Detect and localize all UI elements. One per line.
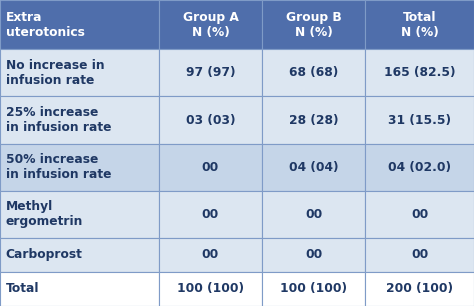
Bar [262, 96, 365, 144]
Bar [159, 144, 262, 191]
Text: 00: 00 [202, 161, 219, 174]
Text: No increase in
infusion rate: No increase in infusion rate [6, 59, 104, 87]
Text: 165 (82.5): 165 (82.5) [384, 66, 456, 80]
Text: 31 (15.5): 31 (15.5) [388, 114, 451, 127]
Bar [0, 0, 159, 49]
Text: 00: 00 [202, 248, 219, 261]
Bar [365, 96, 474, 144]
Bar [365, 0, 474, 49]
Text: 00: 00 [305, 208, 322, 221]
Bar [262, 144, 365, 191]
Bar [365, 238, 474, 272]
Bar [365, 191, 474, 238]
Bar [365, 144, 474, 191]
Bar [262, 49, 365, 96]
Text: 04 (04): 04 (04) [289, 161, 338, 174]
Text: Extra
uterotonics: Extra uterotonics [6, 11, 84, 39]
Text: 200 (100): 200 (100) [386, 282, 453, 296]
Text: 97 (97): 97 (97) [186, 66, 235, 80]
Bar [0, 272, 159, 306]
Text: 04 (02.0): 04 (02.0) [388, 161, 451, 174]
Bar [365, 49, 474, 96]
Bar [262, 272, 365, 306]
Text: 100 (100): 100 (100) [280, 282, 347, 296]
Bar [159, 272, 262, 306]
Text: Total
N (%): Total N (%) [401, 11, 438, 39]
Bar [262, 0, 365, 49]
Bar [0, 144, 159, 191]
Bar [0, 191, 159, 238]
Bar [159, 0, 262, 49]
Text: 50% increase
in infusion rate: 50% increase in infusion rate [6, 153, 111, 181]
Text: Carboprost: Carboprost [6, 248, 82, 261]
Bar [0, 238, 159, 272]
Text: 00: 00 [202, 208, 219, 221]
Text: Group B
N (%): Group B N (%) [286, 11, 342, 39]
Text: 00: 00 [305, 248, 322, 261]
Bar [159, 238, 262, 272]
Bar [262, 238, 365, 272]
Bar [159, 49, 262, 96]
Text: 68 (68): 68 (68) [289, 66, 338, 80]
Text: Methyl
ergometrin: Methyl ergometrin [6, 200, 83, 228]
Text: 25% increase
in infusion rate: 25% increase in infusion rate [6, 106, 111, 134]
Text: Total: Total [6, 282, 39, 296]
Text: 28 (28): 28 (28) [289, 114, 338, 127]
Text: 100 (100): 100 (100) [177, 282, 244, 296]
Text: Group A
N (%): Group A N (%) [182, 11, 238, 39]
Bar [159, 96, 262, 144]
Bar [0, 96, 159, 144]
Text: 03 (03): 03 (03) [186, 114, 235, 127]
Text: 00: 00 [411, 208, 428, 221]
Bar [262, 191, 365, 238]
Bar [365, 272, 474, 306]
Bar [0, 49, 159, 96]
Text: 00: 00 [411, 248, 428, 261]
Bar [159, 191, 262, 238]
